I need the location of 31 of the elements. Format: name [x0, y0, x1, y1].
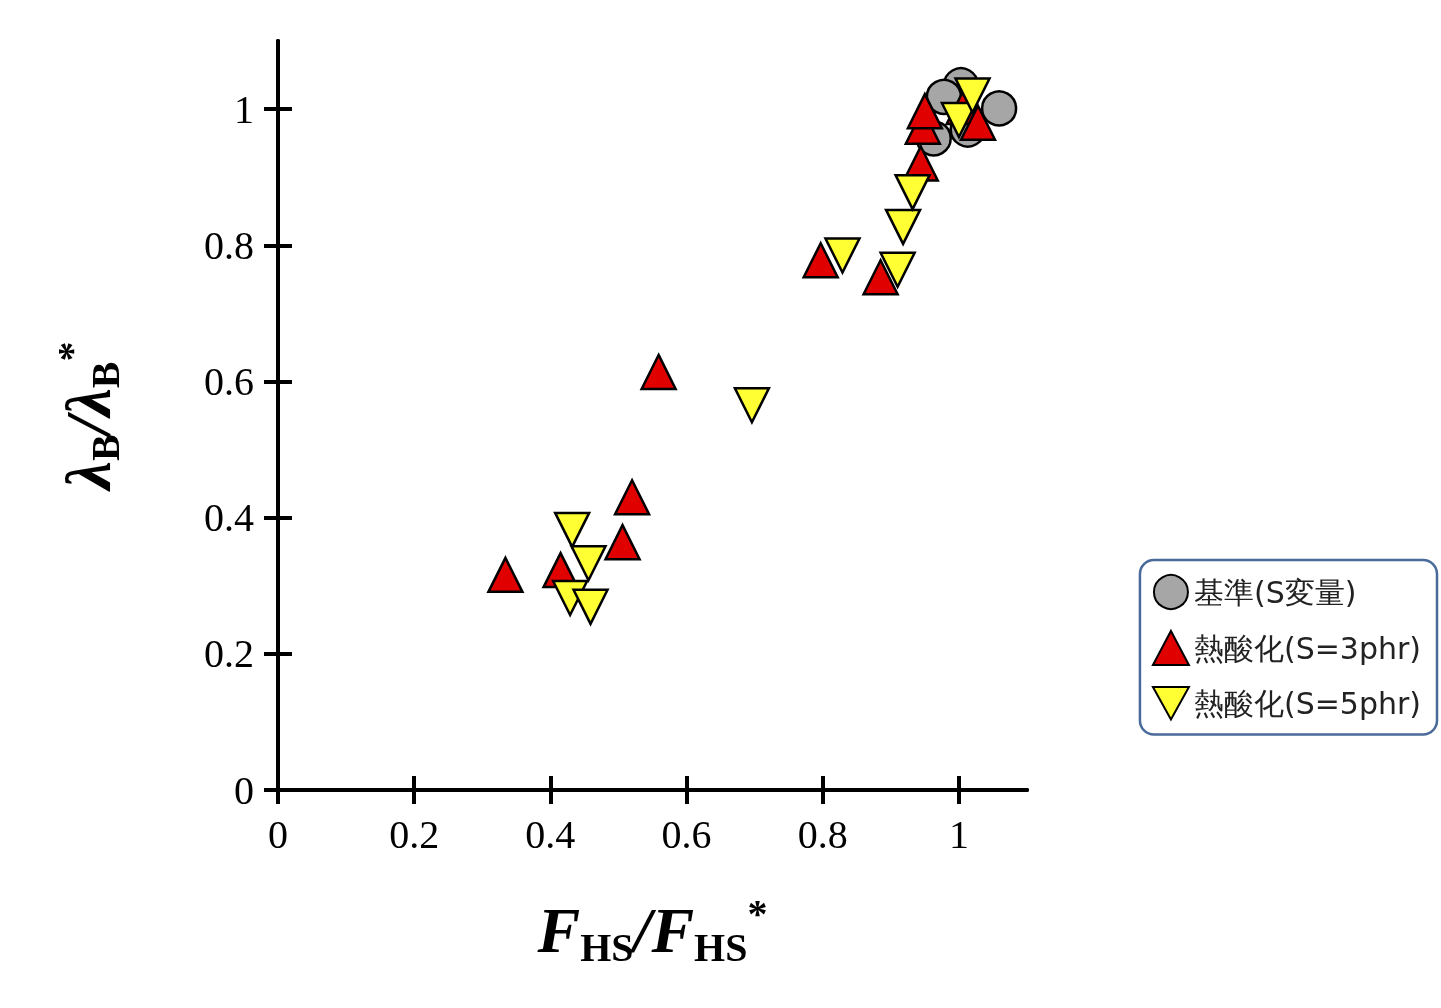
point — [733, 387, 771, 424]
x-tick-label: 0.2 — [389, 811, 440, 857]
x-tick-label: 0.8 — [797, 811, 848, 857]
point — [862, 259, 899, 296]
x-tick-label: 0 — [268, 811, 288, 857]
point — [879, 251, 916, 289]
y-tick-label: 0.4 — [204, 495, 254, 541]
y-tick-label: 1 — [234, 86, 254, 132]
legend-label: 熱酸化(S=3phr) — [1193, 630, 1422, 666]
x-tick-label: 0.4 — [525, 811, 576, 857]
y-tick-label: 0.2 — [204, 631, 254, 677]
point — [570, 545, 607, 582]
y-tick-label: 0.8 — [204, 222, 254, 268]
y-tick-label: 0.6 — [204, 358, 254, 404]
point — [604, 523, 641, 561]
point — [487, 556, 524, 594]
point — [802, 242, 839, 279]
x-tick-label: 1 — [948, 811, 969, 857]
y-axis-title: λB/λB* — [48, 341, 128, 493]
point — [572, 588, 609, 626]
point — [884, 208, 922, 246]
point — [824, 237, 861, 274]
point — [640, 353, 677, 391]
point — [894, 173, 931, 211]
x-tick-label: 0.6 — [661, 811, 712, 857]
y-tick-label: 0 — [234, 767, 254, 813]
point — [613, 478, 651, 516]
legend-label: 熱酸化(S=5phr) — [1193, 685, 1422, 721]
legend-label: 基準(S変量) — [1193, 574, 1357, 610]
point — [906, 92, 944, 130]
point — [980, 90, 1018, 127]
